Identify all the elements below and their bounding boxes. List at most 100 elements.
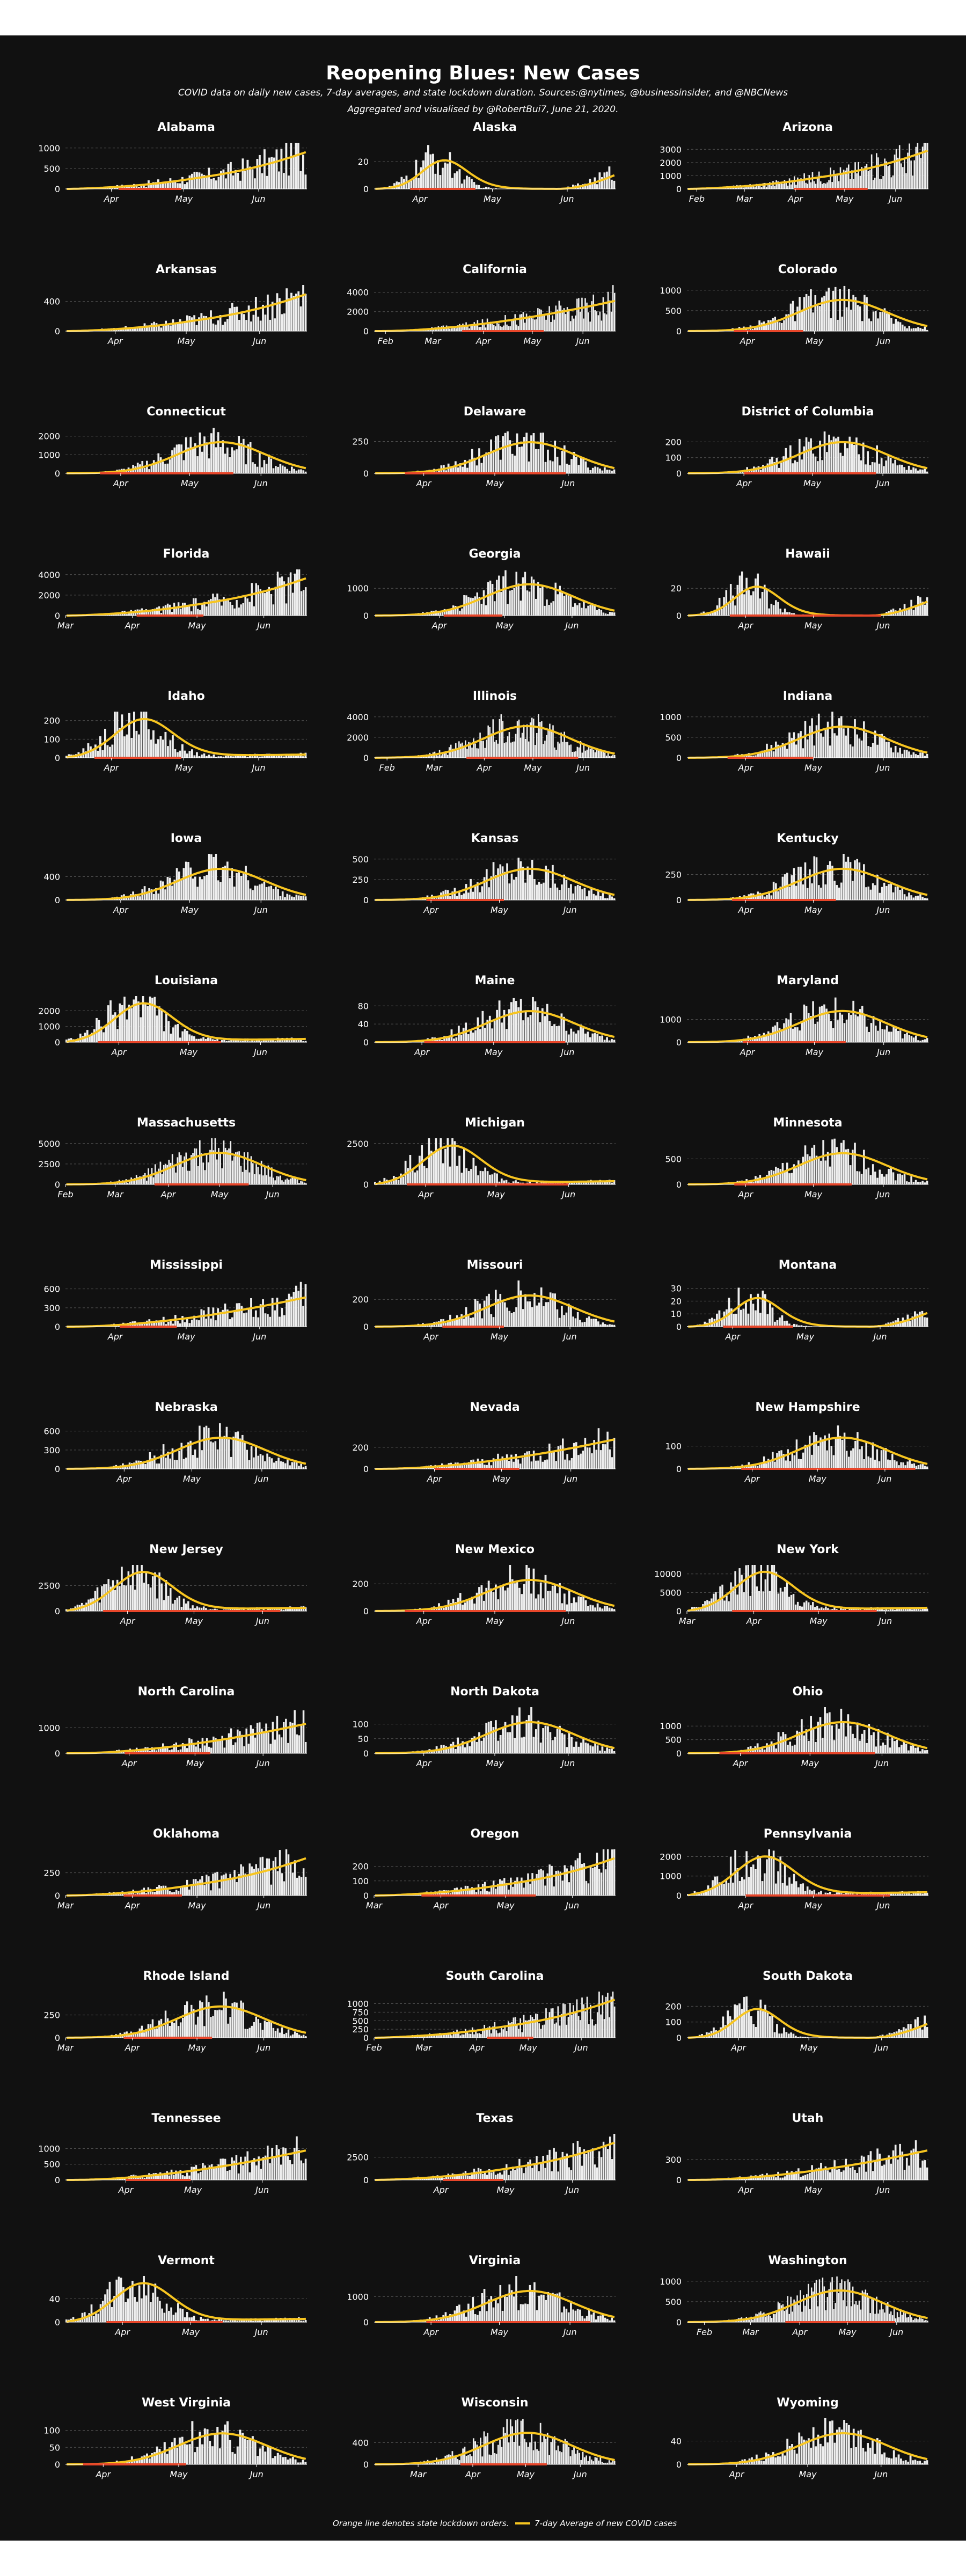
daily-cases-bar [531, 860, 533, 900]
daily-cases-bar [869, 170, 871, 189]
daily-cases-bar [865, 887, 867, 900]
daily-cases-bar [477, 1459, 479, 1469]
x-tick-label: May [487, 1189, 506, 1199]
daily-cases-bar [243, 314, 245, 331]
daily-cases-bar [305, 294, 307, 331]
daily-cases-bar [555, 750, 557, 758]
daily-cases-bar [829, 1167, 831, 1184]
daily-cases-bar [584, 1438, 587, 1469]
daily-cases-bar [552, 316, 553, 331]
daily-cases-bar [575, 886, 577, 900]
daily-cases-bar [488, 1722, 490, 1753]
daily-cases-bar [217, 432, 219, 473]
y-tick-label: 2000 [38, 431, 60, 442]
daily-cases-bar [845, 1737, 847, 1753]
daily-cases-bar [557, 457, 559, 473]
daily-cases-bar [203, 1885, 205, 1896]
daily-cases-bar [854, 1441, 856, 1469]
daily-cases-bar [489, 581, 491, 616]
daily-cases-bar [225, 1999, 226, 2038]
daily-cases-bar [719, 598, 721, 616]
daily-cases-bar [128, 1005, 130, 1042]
x-tick-label: Apr [427, 1474, 443, 1484]
daily-cases-bar [863, 1730, 866, 1753]
x-tick-label: Jun [872, 1331, 887, 1342]
daily-cases-bar [549, 1732, 551, 1753]
daily-cases-bar [582, 458, 584, 473]
daily-cases-bar [181, 1316, 184, 1327]
daily-cases-bar [559, 743, 560, 758]
daily-cases-bar [160, 457, 162, 473]
daily-cases-bar [478, 185, 480, 189]
daily-cases-bar [915, 1180, 917, 1184]
daily-cases-bar [560, 733, 562, 758]
daily-cases-bar [257, 159, 259, 189]
daily-cases-bar [568, 595, 569, 616]
daily-cases-bar [533, 1293, 536, 1327]
daily-cases-bar [158, 2021, 160, 2038]
daily-cases-bar [167, 2018, 169, 2038]
x-tick-label: Apr [431, 620, 448, 631]
daily-cases-bar [820, 1161, 822, 1184]
x-tick-label: Apr [740, 1047, 756, 1057]
daily-cases-bar [534, 319, 536, 331]
daily-cases-bar [835, 287, 837, 331]
daily-cases-bar [906, 328, 908, 331]
daily-cases-bar [798, 1459, 800, 1469]
daily-cases-bar [807, 1446, 808, 1469]
daily-cases-bar [523, 725, 525, 758]
daily-cases-bar [564, 1460, 566, 1469]
daily-cases-bar [401, 177, 403, 189]
daily-cases-bar [132, 1565, 134, 1611]
daily-cases-bar [484, 1028, 486, 1042]
daily-cases-bar [199, 877, 201, 900]
daily-cases-bar [478, 1884, 479, 1896]
daily-cases-bar [902, 167, 904, 189]
daily-cases-bar [843, 728, 845, 758]
daily-cases-bar [563, 875, 565, 900]
daily-cases-bar [175, 1173, 177, 1184]
daily-cases-bar [868, 318, 870, 331]
daily-cases-bar [231, 605, 233, 616]
daily-cases-bar [924, 756, 926, 758]
x-tick-label: May [804, 1900, 823, 1911]
daily-cases-bar [283, 1722, 284, 1753]
y-tick-label: 500 [665, 306, 682, 316]
daily-cases-bar [550, 888, 552, 900]
x-tick-label: Apr [740, 336, 756, 346]
daily-cases-bar [517, 858, 519, 900]
daily-cases-bar [171, 885, 173, 900]
daily-cases-bar [530, 722, 531, 758]
daily-cases-bar [817, 461, 819, 473]
daily-cases-bar [573, 319, 575, 331]
daily-cases-bar [156, 1015, 158, 1042]
daily-cases-bar [415, 160, 418, 189]
daily-cases-bar [773, 1745, 775, 1753]
daily-cases-bar [523, 312, 524, 331]
daily-cases-bar [909, 326, 911, 331]
daily-cases-bar [272, 1298, 274, 1327]
daily-cases-bar [213, 324, 215, 331]
daily-cases-bar [513, 880, 515, 900]
daily-cases-bar [528, 317, 529, 331]
daily-cases-bar [920, 158, 922, 189]
daily-cases-bar [517, 1280, 519, 1327]
daily-cases-bar [602, 1995, 603, 2038]
daily-cases-bar [277, 1458, 280, 1469]
daily-cases-bar [208, 1428, 210, 1469]
daily-cases-bar [163, 1600, 165, 1611]
daily-cases-bar [771, 745, 773, 758]
daily-cases-bar [511, 874, 513, 900]
daily-cases-bar [786, 1885, 788, 1896]
daily-cases-bar [879, 179, 881, 189]
daily-cases-bar [828, 435, 830, 473]
daily-cases-bar [201, 603, 203, 616]
daily-cases-bar [269, 1457, 271, 1469]
daily-cases-bar [555, 1461, 558, 1469]
daily-cases-bar [266, 887, 268, 900]
daily-cases-bar [763, 1033, 765, 1042]
daily-cases-bar [908, 466, 910, 473]
daily-cases-bar [266, 1175, 267, 1184]
daily-cases-bar [227, 599, 229, 616]
daily-cases-bar [258, 585, 259, 616]
